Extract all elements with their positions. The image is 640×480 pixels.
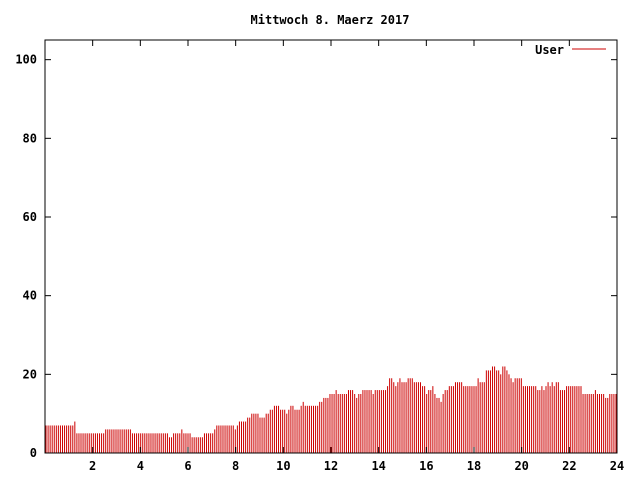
x-tick-label: 22	[562, 459, 576, 473]
y-tick-label: 80	[23, 131, 37, 145]
legend-label-user: User	[535, 43, 564, 57]
y-tick-label: 40	[23, 289, 37, 303]
x-tick-label: 12	[324, 459, 338, 473]
x-tick-label: 14	[371, 459, 385, 473]
x-tick-label: 24	[610, 459, 624, 473]
y-tick-label: 0	[30, 446, 37, 460]
chart-title: Mittwoch 8. Maerz 2017	[251, 13, 410, 27]
legend: User	[535, 43, 606, 57]
bars-group	[45, 366, 617, 453]
x-tick-label: 20	[514, 459, 528, 473]
x-tick-label: 8	[232, 459, 239, 473]
y-tick-label: 100	[15, 53, 37, 67]
x-tick-label: 18	[467, 459, 481, 473]
x-tick-label: 10	[276, 459, 290, 473]
x-tick-label: 16	[419, 459, 433, 473]
x-tick-label: 6	[184, 459, 191, 473]
y-tick-label: 20	[23, 367, 37, 381]
x-tick-label: 2	[89, 459, 96, 473]
x-tick-label: 4	[137, 459, 144, 473]
y-tick-label: 60	[23, 210, 37, 224]
